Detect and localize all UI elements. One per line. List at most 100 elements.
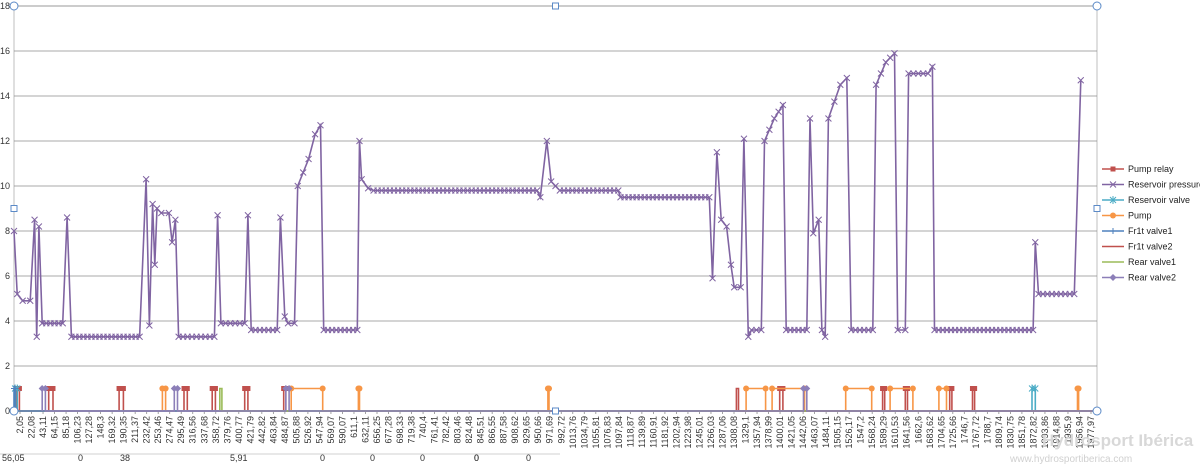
point-marker [281,313,289,320]
resize-handle[interactable] [10,205,18,212]
point-marker [319,385,326,392]
point-marker [536,193,544,201]
x-tick-label: 148,3 [96,416,106,439]
x-tick-label: 698,33 [395,416,405,444]
point-marker [50,386,56,391]
x-tick-label: 803,46 [453,416,463,444]
point-marker [120,386,126,391]
point-marker [769,385,776,392]
x-tick-label: 526,92 [303,416,313,444]
point-marker [753,326,760,334]
point-marker [31,216,38,224]
point-marker [317,121,324,129]
point-marker [184,386,190,391]
x-tick-label: 169,32 [107,416,117,444]
x-tick-label: 316,56 [188,416,198,444]
point-marker [242,386,248,391]
bottom-row-cell: 0 [78,453,83,463]
x-tick-label: 1378,99 [764,416,774,449]
point-marker [12,385,19,392]
point-marker [172,216,179,224]
point-marker [919,70,927,77]
point-marker [761,137,768,145]
selection-handles[interactable] [9,1,1102,416]
legend-label: Rear valve2 [1128,273,1176,283]
point-marker [709,274,716,282]
point-marker [212,386,218,391]
x-tick-label: 127,28 [84,416,94,444]
y-axis-ticks: 0 2 4 6 8 10 12 14 16 18 [0,1,10,416]
point-marker [924,70,932,77]
point-marker [748,326,755,334]
x-tick-label: 1935,9 [1063,416,1073,444]
point-marker [358,175,365,183]
y-tick-label: 4 [5,316,10,326]
bottom-row-cell: 5,91 [230,453,248,463]
point-marker [762,385,769,392]
point-marker [935,385,942,392]
x-tick-label: 358,72 [211,416,221,444]
point-marker [209,386,215,391]
x-tick-label: 1421,05 [787,416,797,449]
y-tick-label: 0 [5,406,10,416]
point-marker [174,385,182,392]
point-marker [730,283,738,291]
x-tick-label: 611,1 [349,416,359,438]
point-marker [16,386,22,391]
x-tick-label: 590,07 [337,416,347,444]
resize-handle[interactable] [552,407,559,415]
point-marker [364,184,372,192]
watermark: Hydrosport Ibérica www.hydrosportiberica… [1009,431,1194,465]
point-marker [610,187,618,194]
x-tick-label: 421,79 [245,416,255,444]
x-tick-label: 824,48 [464,416,474,444]
y-tick-label: 16 [0,46,10,56]
point-marker [227,319,234,327]
x-tick-label: 463,84 [268,416,278,444]
point-marker [241,319,249,327]
x-tick-label: 971,69 [545,416,555,444]
point-marker [1077,76,1085,84]
y-tick-label: 8 [5,226,10,236]
resize-handle[interactable] [1092,406,1102,416]
legend-label: Rear valve1 [1128,257,1176,267]
x-tick-label: 1809,74 [994,416,1004,449]
x-tick-label: 1160,91 [648,416,658,448]
resize-handle[interactable] [1093,205,1101,212]
point-marker [214,211,221,219]
x-tick-label: 656,25 [372,416,382,444]
point-marker [836,81,844,89]
point-marker [356,385,363,392]
point-marker [1025,326,1033,334]
x-tick-label: 866,55 [487,416,497,444]
x-tick-label: 1547,2 [856,416,866,444]
point-marker [779,101,787,109]
point-marker [743,385,750,392]
point-marker [901,326,909,334]
resize-handle[interactable] [9,406,19,416]
x-tick-label: 85,18 [61,416,71,439]
y-tick-label: 14 [0,91,10,101]
x-tick-label: 211,37 [130,416,140,443]
x-tick-label: 1589,29 [879,416,889,449]
point-marker [815,216,823,224]
point-marker [717,216,725,224]
point-marker [770,115,778,122]
resize-handle[interactable] [9,1,19,11]
bottom-row-cell: 0 [370,453,375,463]
point-marker [356,137,363,145]
x-tick-label: 1526,17 [844,416,854,449]
x-tick-label: 1076,83 [602,416,612,449]
x-tick-label: 484,87 [280,416,290,444]
resize-handle[interactable] [1092,1,1102,11]
resize-handle[interactable] [552,2,559,10]
x-tick-label: 22,08 [27,416,37,439]
point-marker [872,81,880,89]
legend-label: Fr1t valve1 [1128,226,1173,236]
point-marker [1109,274,1117,281]
x-tick-label: 232,42 [142,416,152,444]
point-marker [803,385,811,392]
x-tick-label: 1055,81 [591,416,601,449]
